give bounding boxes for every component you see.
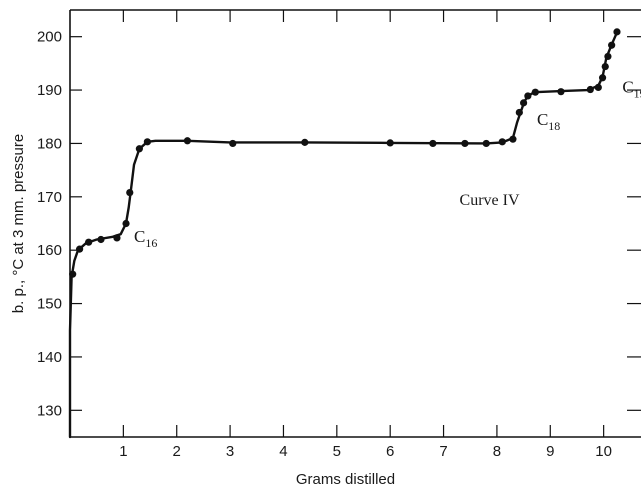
x-tick-label: 8 [493,443,501,460]
y-tick-label: 130 [37,402,62,419]
x-tick-label: 3 [226,443,234,460]
x-tick-label: 9 [546,443,554,460]
data-point [97,235,105,244]
y-tick-label: 180 [37,135,62,152]
data-point [586,85,594,94]
x-tick-label: 7 [439,443,447,460]
data-point [613,28,621,36]
y-tick-label: 160 [37,242,62,259]
annotation-label: C18 [537,110,560,133]
x-tick-label: 5 [333,443,341,460]
y-axis-label: b. p., °C at 3 mm. pressure [10,134,27,313]
data-point [601,62,609,71]
y-tick-label: 140 [37,349,62,366]
data-point [604,52,612,61]
data-point [126,188,134,197]
x-tick-label: 6 [386,443,394,460]
y-tick-label: 190 [37,82,62,99]
data-point [557,88,565,96]
x-tick-label: 10 [595,443,612,460]
data-point [85,238,93,246]
tick-labels: 1 2 3 4 5 6 7 8 9 10 130 140 150 160 170 180 190 200 [37,29,612,460]
data-point [429,139,437,148]
data-point [608,41,616,49]
data-point [229,139,237,148]
data-point [143,138,151,146]
x-tick-label: 1 [119,443,127,460]
curve-label: Curve IV [460,192,520,209]
data-point [519,99,528,107]
x-tick-label: 4 [279,443,287,460]
y-tick-label: 200 [37,29,62,46]
data-point [598,74,607,82]
x-axis-label: Grams distilled [296,471,395,488]
data-point [301,138,309,146]
data-point [524,92,532,100]
data-points [69,28,621,278]
data-point [386,139,394,147]
data-point [461,139,469,148]
annotation-label: C19 [622,78,641,101]
data-point [122,219,130,228]
data-point [482,139,490,148]
y-tick-label: 150 [37,296,62,313]
plot-frame [69,9,641,438]
data-point [515,108,523,117]
data-point [76,245,84,253]
data-point [135,145,143,153]
data-point [594,83,602,91]
data-point [183,137,192,145]
data-point [509,135,517,143]
annotation-label: C16 [134,227,157,250]
x-tick-label: 2 [173,443,181,460]
data-point [113,234,121,242]
y-tick-label: 170 [37,189,62,206]
axis-ticks [70,10,641,437]
data-point [498,138,506,146]
data-point [531,88,539,96]
data-point [69,270,77,278]
annotations: C16 C18 C19 Curve IV [134,78,641,250]
